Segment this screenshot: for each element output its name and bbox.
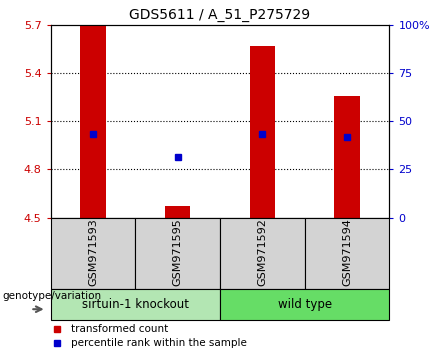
Text: percentile rank within the sample: percentile rank within the sample <box>71 338 247 348</box>
Text: sirtuin-1 knockout: sirtuin-1 knockout <box>82 298 189 311</box>
Bar <box>80 25 106 218</box>
Title: GDS5611 / A_51_P275729: GDS5611 / A_51_P275729 <box>129 8 311 22</box>
Text: GSM971594: GSM971594 <box>342 218 352 286</box>
Text: GSM971593: GSM971593 <box>88 218 98 286</box>
Bar <box>51 289 220 320</box>
Bar <box>305 218 389 289</box>
Text: transformed count: transformed count <box>71 324 168 334</box>
Bar <box>334 96 360 218</box>
Text: wild type: wild type <box>278 298 332 311</box>
Bar <box>136 218 220 289</box>
Text: GSM971595: GSM971595 <box>172 218 183 286</box>
Bar <box>220 289 389 320</box>
Bar <box>220 218 305 289</box>
Bar <box>249 46 275 218</box>
Bar <box>51 218 136 289</box>
Text: GSM971592: GSM971592 <box>257 218 268 286</box>
Text: genotype/variation: genotype/variation <box>2 291 101 302</box>
Bar <box>165 206 191 218</box>
